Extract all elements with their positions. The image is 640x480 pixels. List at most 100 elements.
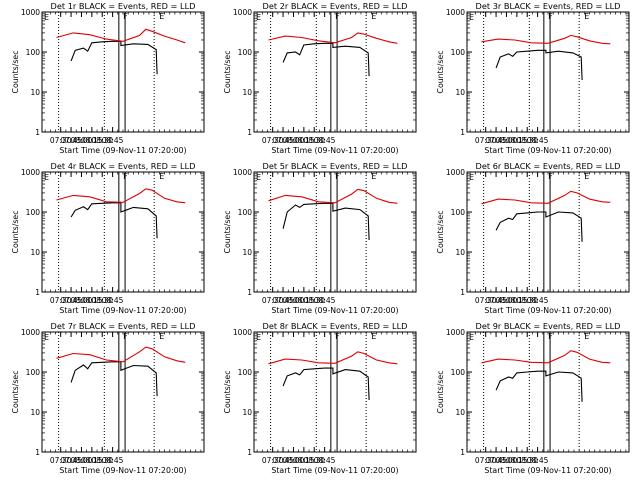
interval-marker: F: [123, 172, 128, 181]
y-axis-label: Counts/sec: [223, 211, 232, 254]
y-tick-label: 100: [451, 208, 466, 217]
chart-title: Det 8r BLACK = Events, RED = LLD: [263, 321, 408, 331]
chart-title: Det 6r BLACK = Events, RED = LLD: [476, 161, 621, 171]
chart-panel: Det 3r BLACK = Events, RED = LLD 1 10 100 10…: [436, 1, 630, 155]
y-tick-label: 1000: [233, 168, 252, 177]
x-tick-label: 08:45: [527, 296, 549, 305]
chart-panel: Det 7r BLACK = Events, RED = LLD 1 10 100 10…: [11, 321, 205, 475]
y-tick-label: 1000: [446, 328, 465, 337]
y-tick-label: 1000: [233, 328, 252, 337]
x-tick-label: 08:00: [496, 456, 518, 465]
x-tick-label: 08:30: [91, 456, 113, 465]
interval-marker-left: E: [469, 333, 474, 342]
x-tick-label: 08:00: [496, 296, 518, 305]
x-tick-label: 07:45: [272, 296, 294, 305]
interval-marker: F: [335, 12, 340, 21]
plot-frame: [466, 11, 630, 133]
x-tick-label: 08:45: [527, 456, 549, 465]
x-tick-label: 07:30: [475, 136, 497, 145]
x-tick-label: 08:15: [506, 136, 528, 145]
x-tick-label: 08:45: [102, 136, 124, 145]
y-axis-label: Counts/sec: [436, 371, 445, 414]
x-tick-label: 08:15: [81, 136, 103, 145]
plot-frame: [41, 171, 205, 293]
x-tick-label: 08:00: [71, 456, 93, 465]
interval-marker: F: [123, 332, 128, 341]
x-tick-label: 08:30: [91, 296, 113, 305]
y-tick-label: 1000: [21, 168, 40, 177]
y-axis-label: Counts/sec: [223, 51, 232, 94]
x-tick-label: 08:15: [293, 136, 315, 145]
x-tick-label: 07:45: [272, 456, 294, 465]
x-tick-label: 08:30: [516, 136, 538, 145]
y-tick-label: 100: [451, 368, 466, 377]
interval-marker: F: [123, 12, 128, 21]
interval-marker-left: E: [469, 13, 474, 22]
y-tick-label: 1000: [21, 8, 40, 17]
y-axis-label: Counts/sec: [436, 211, 445, 254]
plot-frame: [41, 331, 205, 453]
y-tick-label: 1000: [446, 168, 465, 177]
x-tick-label: 08:15: [81, 296, 103, 305]
y-tick-label: 100: [26, 368, 41, 377]
plot-frame: [253, 11, 417, 133]
y-tick-label: 1: [460, 448, 465, 457]
series-events-line: [495, 370, 583, 402]
x-tick-label: 07:30: [475, 456, 497, 465]
y-tick-label: 100: [26, 48, 41, 57]
series-lld-line: [481, 34, 611, 45]
x-tick-label: 08:15: [506, 456, 528, 465]
interval-marker: E: [159, 172, 164, 181]
x-tick-label: 07:30: [50, 296, 72, 305]
series-events-line: [495, 49, 583, 81]
series-lld-line: [268, 188, 398, 204]
y-tick-label: 1000: [446, 8, 465, 17]
x-tick-label: 08:00: [283, 296, 305, 305]
x-tick-label: 07:30: [262, 456, 284, 465]
y-axis-label: Counts/sec: [436, 51, 445, 94]
y-tick-label: 1: [35, 288, 40, 297]
x-tick-label: 08:00: [283, 456, 305, 465]
x-axis-label: Start Time (09-Nov-11 07:20:00): [271, 146, 398, 155]
series-lld-line: [56, 188, 186, 204]
x-tick-label: 07:45: [60, 136, 82, 145]
series-lld-line: [56, 346, 186, 363]
x-tick-label: 08:45: [527, 136, 549, 145]
y-tick-label: 10: [242, 408, 252, 417]
interval-marker-left: E: [44, 13, 49, 22]
series-events-line: [70, 202, 158, 239]
x-tick-label: 07:45: [485, 296, 507, 305]
chart-panel: Det 8r BLACK = Events, RED = LLD 1 10 100 10…: [223, 321, 417, 475]
y-tick-label: 10: [242, 248, 252, 257]
x-tick-label: 07:30: [50, 456, 72, 465]
x-tick-label: 07:45: [60, 296, 82, 305]
interval-marker: E: [371, 172, 376, 181]
chart-panel: Det 5r BLACK = Events, RED = LLD 1 10 100 10…: [223, 161, 417, 315]
interval-marker: E: [159, 12, 164, 21]
x-tick-label: 07:45: [485, 456, 507, 465]
y-tick-label: 10: [455, 248, 465, 257]
interval-marker: E: [371, 12, 376, 21]
x-tick-label: 08:00: [71, 136, 93, 145]
x-axis-label: Start Time (09-Nov-11 07:20:00): [271, 466, 398, 475]
interval-marker: E: [584, 12, 589, 21]
y-tick-label: 1: [460, 288, 465, 297]
y-axis-label: Counts/sec: [11, 51, 20, 94]
x-axis-label: Start Time (09-Nov-11 07:20:00): [59, 466, 186, 475]
y-tick-label: 100: [26, 208, 41, 217]
y-axis-label: Counts/sec: [11, 371, 20, 414]
series-lld-line: [481, 350, 611, 364]
x-axis-label: Start Time (09-Nov-11 07:20:00): [59, 146, 186, 155]
x-tick-label: 08:00: [71, 296, 93, 305]
x-tick-label: 08:45: [102, 456, 124, 465]
x-tick-label: 07:30: [475, 296, 497, 305]
chart-panel: Det 6r BLACK = Events, RED = LLD 1 10 100 10…: [436, 161, 630, 315]
x-tick-label: 07:45: [485, 136, 507, 145]
y-tick-label: 10: [242, 88, 252, 97]
chart-panel: Det 9r BLACK = Events, RED = LLD 1 10 100 10…: [436, 321, 630, 475]
y-tick-label: 10: [30, 248, 40, 257]
chart-panel: Det 4r BLACK = Events, RED = LLD 1 10 100 10…: [11, 161, 205, 315]
plot-frame: [253, 171, 417, 293]
y-axis-label: Counts/sec: [223, 371, 232, 414]
series-events-line: [282, 42, 370, 77]
